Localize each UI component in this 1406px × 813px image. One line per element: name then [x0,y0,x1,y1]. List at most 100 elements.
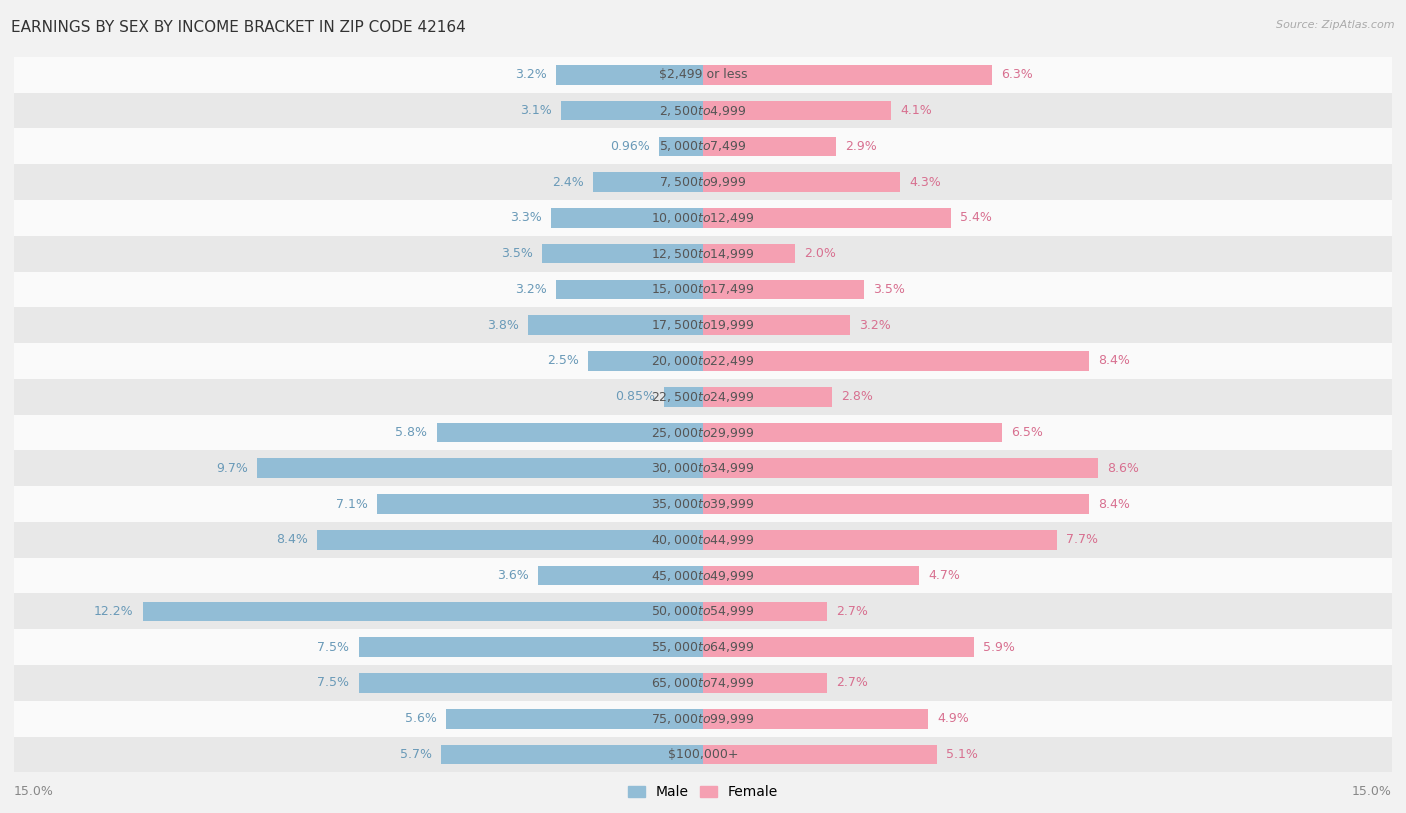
Text: 7.7%: 7.7% [1066,533,1098,546]
Text: 2.7%: 2.7% [837,676,868,689]
Bar [593,172,703,192]
Bar [14,522,1392,558]
Bar [14,93,1392,128]
Bar [359,673,703,693]
Bar [703,172,900,192]
Text: 15.0%: 15.0% [14,785,53,798]
Bar [14,593,1392,629]
Text: 2.9%: 2.9% [845,140,877,153]
Text: 3.2%: 3.2% [515,68,547,81]
Bar [703,709,928,728]
Text: 3.2%: 3.2% [859,319,891,332]
Bar [318,530,703,550]
Legend: Male, Female: Male, Female [623,780,783,805]
Bar [703,315,851,335]
Text: $10,000 to $12,499: $10,000 to $12,499 [651,211,755,225]
Text: $30,000 to $34,999: $30,000 to $34,999 [651,461,755,476]
Text: EARNINGS BY SEX BY INCOME BRACKET IN ZIP CODE 42164: EARNINGS BY SEX BY INCOME BRACKET IN ZIP… [11,20,465,35]
Text: 5.8%: 5.8% [395,426,427,439]
Text: $65,000 to $74,999: $65,000 to $74,999 [651,676,755,690]
Bar [555,280,703,299]
Text: 2.5%: 2.5% [547,354,579,367]
Bar [703,244,794,263]
Text: $15,000 to $17,499: $15,000 to $17,499 [651,282,755,297]
Bar [703,351,1088,371]
Bar [359,637,703,657]
Text: $25,000 to $29,999: $25,000 to $29,999 [651,425,755,440]
Bar [14,450,1392,486]
Text: 8.4%: 8.4% [276,533,308,546]
Text: 2.0%: 2.0% [804,247,837,260]
Text: 3.5%: 3.5% [501,247,533,260]
Text: 6.5%: 6.5% [1011,426,1043,439]
Text: 9.7%: 9.7% [217,462,249,475]
Text: 5.7%: 5.7% [401,748,432,761]
Bar [14,379,1392,415]
Bar [703,566,920,585]
Text: 3.8%: 3.8% [488,319,519,332]
Text: 5.4%: 5.4% [960,211,993,224]
Bar [14,701,1392,737]
Bar [588,351,703,371]
Text: 2.8%: 2.8% [841,390,873,403]
Text: 6.3%: 6.3% [1001,68,1033,81]
Text: $22,500 to $24,999: $22,500 to $24,999 [651,389,755,404]
Bar [14,737,1392,772]
Text: 3.6%: 3.6% [496,569,529,582]
Text: $5,000 to $7,499: $5,000 to $7,499 [659,139,747,154]
Text: 3.2%: 3.2% [515,283,547,296]
Text: 3.1%: 3.1% [520,104,551,117]
Bar [14,558,1392,593]
Text: 8.6%: 8.6% [1107,462,1139,475]
Bar [537,566,703,585]
Text: $20,000 to $22,499: $20,000 to $22,499 [651,354,755,368]
Bar [561,101,703,120]
Bar [703,101,891,120]
Text: 3.5%: 3.5% [873,283,905,296]
Bar [703,137,837,156]
Text: 2.7%: 2.7% [837,605,868,618]
Bar [703,673,827,693]
Bar [446,709,703,728]
Bar [14,164,1392,200]
Bar [703,494,1088,514]
Bar [14,236,1392,272]
Bar [703,387,831,406]
Text: 0.96%: 0.96% [610,140,650,153]
Bar [543,244,703,263]
Bar [14,272,1392,307]
Text: 4.3%: 4.3% [910,176,942,189]
Bar [555,65,703,85]
Text: 8.4%: 8.4% [1098,354,1130,367]
Bar [14,486,1392,522]
Text: $17,500 to $19,999: $17,500 to $19,999 [651,318,755,333]
Bar [703,530,1057,550]
Bar [551,208,703,228]
Bar [257,459,703,478]
Text: 7.1%: 7.1% [336,498,368,511]
Text: $2,500 to $4,999: $2,500 to $4,999 [659,103,747,118]
Bar [14,307,1392,343]
Text: 2.4%: 2.4% [551,176,583,189]
Bar [14,200,1392,236]
Bar [377,494,703,514]
Bar [529,315,703,335]
Text: 7.5%: 7.5% [318,641,349,654]
Text: $50,000 to $54,999: $50,000 to $54,999 [651,604,755,619]
Bar [14,57,1392,93]
Text: 7.5%: 7.5% [318,676,349,689]
Bar [14,343,1392,379]
Bar [703,280,863,299]
Text: 5.9%: 5.9% [983,641,1015,654]
Text: $2,499 or less: $2,499 or less [659,68,747,81]
Bar [703,745,938,764]
Bar [441,745,703,764]
Text: 4.7%: 4.7% [928,569,960,582]
Bar [664,387,703,406]
Text: 3.3%: 3.3% [510,211,543,224]
Bar [703,602,827,621]
Bar [14,629,1392,665]
Bar [437,423,703,442]
Text: 5.1%: 5.1% [946,748,979,761]
Text: 4.9%: 4.9% [938,712,969,725]
